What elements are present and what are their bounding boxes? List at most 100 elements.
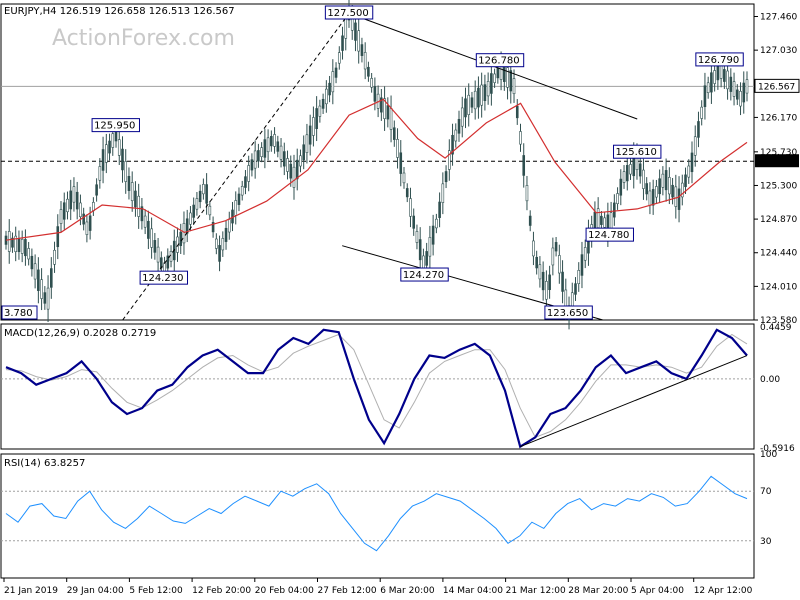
candle-group (4, 0, 749, 330)
macd-y-tick-label: -0.5916 (760, 444, 795, 454)
candle-body (202, 184, 205, 195)
macd-series-signal (5, 333, 748, 438)
candle-body (72, 186, 76, 203)
candle-body (503, 66, 506, 82)
candle-body (192, 204, 195, 218)
candle-body (454, 129, 458, 142)
candle-body (613, 202, 616, 218)
candle-body (638, 163, 642, 177)
candle-body (512, 78, 516, 95)
marked-level-label: 125.610 (758, 157, 795, 167)
x-axis-label: 28 Mar 20:00 (568, 586, 628, 596)
candle-body (341, 35, 344, 51)
candle-body (490, 73, 493, 94)
x-axis-label: 12 Feb 20:00 (192, 586, 251, 596)
candle-body (680, 182, 684, 198)
candle-body (305, 134, 309, 153)
price-annotation-label: 126.780 (478, 56, 519, 67)
x-axis-label: 14 Mar 04:00 (443, 586, 503, 596)
candle-body (24, 239, 27, 257)
candle-body (215, 238, 218, 249)
price-annotation-box (139, 270, 189, 285)
candle-body (33, 263, 37, 280)
candle-body (121, 148, 124, 171)
candle-body (325, 88, 328, 105)
candle-body (373, 86, 377, 102)
candle-body (693, 136, 697, 156)
candle-body (428, 237, 432, 257)
candle-body (208, 205, 212, 216)
candle-body (525, 185, 529, 202)
price-annotation-box (613, 144, 662, 159)
candle-body (289, 163, 293, 179)
candle-body (700, 106, 703, 119)
candle-body (98, 166, 102, 181)
candle-body (431, 225, 435, 245)
price-y-tick-label: 125.300 (760, 181, 797, 191)
price-y-tick-label: 125.730 (760, 148, 797, 158)
price-annotation-label: 125.610 (616, 147, 657, 158)
candle-body (645, 183, 648, 195)
candle-body (486, 81, 490, 97)
candle-body (331, 71, 335, 93)
x-axis-label: 6 Mar 20:00 (380, 586, 435, 596)
x-axis-label: 5 Apr 04:00 (631, 586, 684, 596)
price-annotation-box (324, 5, 374, 20)
x-axis-label: 21 Jan 2019 (4, 586, 58, 596)
candle-body (363, 52, 367, 70)
candle-body (7, 231, 11, 252)
candle-body (20, 238, 24, 254)
candle-body (286, 158, 289, 172)
candle-body (266, 137, 270, 153)
candle-body (360, 44, 364, 56)
candle-body (14, 235, 18, 252)
candle-body (438, 201, 441, 218)
candle-body (703, 85, 707, 108)
candle-body (554, 242, 558, 252)
candle-body (273, 134, 276, 147)
x-axis-label: 12 Apr 12:00 (694, 586, 753, 596)
price-y-tick-label: 124.010 (760, 282, 797, 292)
candle-body (380, 97, 383, 113)
candle-body (396, 139, 399, 158)
candle-body (150, 228, 153, 248)
candle-body (729, 76, 733, 92)
candle-body (62, 202, 66, 220)
candle-body (370, 78, 373, 88)
candle-body (412, 215, 416, 229)
candle-body (625, 165, 629, 182)
candle-body (697, 121, 700, 138)
x-axis-label: 21 Mar 12:00 (506, 586, 566, 596)
candle-body (53, 249, 56, 265)
candle-body (205, 184, 208, 204)
candle-body (59, 209, 63, 224)
candle-body (253, 150, 257, 169)
candle-body (664, 170, 668, 191)
candle-body (354, 22, 357, 41)
candle-body (548, 274, 551, 291)
candle-body (577, 270, 581, 284)
candle-body (270, 136, 273, 147)
candle-body (418, 239, 422, 261)
candle-body (405, 188, 409, 198)
rsi-y-tick-label: 30 (760, 537, 772, 547)
candle-body (37, 269, 40, 291)
candle-body (79, 202, 82, 218)
candle-body (295, 159, 299, 180)
candle-body (470, 97, 474, 108)
candle-body (263, 139, 267, 158)
price-y-tick-label: 123.580 (760, 316, 797, 326)
candle-body (422, 255, 425, 269)
candle-body (50, 268, 53, 288)
candle-body (137, 195, 140, 217)
candle-body (541, 271, 545, 291)
candle-body (522, 155, 526, 176)
candle-body (189, 212, 192, 225)
candle-body (668, 177, 671, 195)
candle-body (257, 150, 260, 162)
candle-body (105, 144, 108, 163)
candle-body (386, 105, 390, 120)
candle-body (415, 231, 419, 243)
